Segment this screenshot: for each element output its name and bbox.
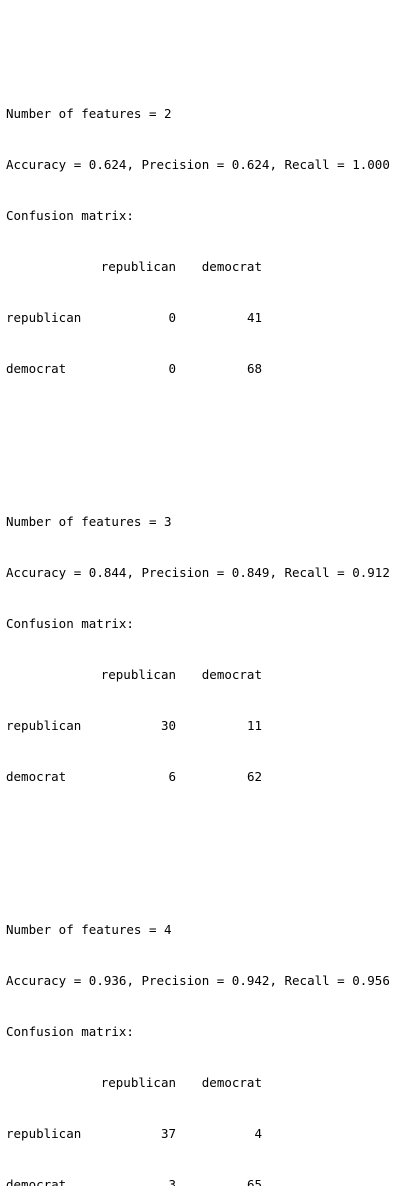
features-value: 3 — [164, 514, 172, 529]
metrics-line: Accuracy = 0.936, Precision = 0.942, Rec… — [6, 972, 390, 989]
confusion-title: Confusion matrix: — [6, 616, 134, 631]
row-label-democrat: democrat — [6, 1177, 67, 1186]
confusion-header-row: republican democrat — [6, 666, 390, 683]
accuracy-value: 0.844 — [88, 565, 127, 580]
recall-label: , Recall = — [269, 973, 353, 988]
row-label-republican: republican — [6, 1126, 82, 1141]
precision-label: , Precision = — [126, 157, 232, 172]
precision-label: , Precision = — [126, 565, 232, 580]
confusion-row-democrat: democrat 6 62 — [6, 768, 390, 785]
column-header-republican: republican — [100, 1075, 176, 1090]
features-line: Number of features = 2 — [6, 105, 390, 122]
row-label-democrat: democrat — [6, 769, 67, 784]
cell-rep-dem: 4 — [254, 1126, 262, 1141]
confusion-row-democrat: democrat 3 65 — [6, 1176, 390, 1186]
recall-label: , Recall = — [269, 157, 353, 172]
column-header-democrat: democrat — [201, 667, 262, 682]
features-label: Number of features = — [6, 514, 165, 529]
recall-value: 0.956 — [352, 973, 390, 988]
cell-dem-dem: 62 — [246, 769, 262, 784]
features-label: Number of features = — [6, 922, 165, 937]
confusion-header-row: republican democrat — [6, 1074, 390, 1091]
precision-label: , Precision = — [126, 973, 232, 988]
column-header-republican: republican — [100, 667, 176, 682]
confusion-header-row: republican democrat — [6, 258, 390, 275]
confusion-row-republican: republican 37 4 — [6, 1125, 390, 1142]
row-label-democrat: democrat — [6, 361, 67, 376]
precision-value: 0.624 — [231, 157, 270, 172]
column-header-democrat: democrat — [201, 1075, 262, 1090]
recall-label: , Recall = — [269, 565, 353, 580]
result-block: Number of features = 2 Accuracy = 0.624,… — [6, 71, 390, 411]
result-block: Number of features = 3 Accuracy = 0.844,… — [6, 479, 390, 819]
row-label-republican: republican — [6, 718, 82, 733]
precision-value: 0.942 — [231, 973, 270, 988]
confusion-title: Confusion matrix: — [6, 1024, 134, 1039]
confusion-row-democrat: democrat 0 68 — [6, 360, 390, 377]
metrics-line: Accuracy = 0.624, Precision = 0.624, Rec… — [6, 156, 390, 173]
column-header-democrat: democrat — [201, 259, 262, 274]
accuracy-label: Accuracy = — [6, 973, 89, 988]
cell-rep-dem: 41 — [246, 310, 262, 325]
features-label: Number of features = — [6, 106, 165, 121]
accuracy-value: 0.624 — [88, 157, 127, 172]
accuracy-label: Accuracy = — [6, 157, 89, 172]
cell-dem-rep: 6 — [168, 769, 176, 784]
cell-rep-rep: 30 — [160, 718, 176, 733]
cell-dem-dem: 65 — [246, 1177, 262, 1186]
recall-value: 0.912 — [352, 565, 390, 580]
features-line: Number of features = 4 — [6, 921, 390, 938]
confusion-row-republican: republican 0 41 — [6, 309, 390, 326]
recall-value: 1.000 — [352, 157, 390, 172]
row-label-republican: republican — [6, 310, 82, 325]
confusion-row-republican: republican 30 11 — [6, 717, 390, 734]
cell-rep-rep: 0 — [168, 310, 176, 325]
accuracy-label: Accuracy = — [6, 565, 89, 580]
cell-dem-rep: 3 — [168, 1177, 176, 1186]
result-block: Number of features = 4 Accuracy = 0.936,… — [6, 887, 390, 1186]
console-output: Number of features = 2 Accuracy = 0.624,… — [6, 3, 390, 1186]
features-value: 2 — [164, 106, 172, 121]
accuracy-value: 0.936 — [88, 973, 127, 988]
metrics-line: Accuracy = 0.844, Precision = 0.849, Rec… — [6, 564, 390, 581]
precision-value: 0.849 — [231, 565, 270, 580]
features-value: 4 — [164, 922, 172, 937]
confusion-title: Confusion matrix: — [6, 208, 134, 223]
features-line: Number of features = 3 — [6, 513, 390, 530]
column-header-republican: republican — [100, 259, 176, 274]
cell-rep-rep: 37 — [160, 1126, 176, 1141]
cell-dem-rep: 0 — [168, 361, 176, 376]
cell-rep-dem: 11 — [246, 718, 262, 733]
cell-dem-dem: 68 — [246, 361, 262, 376]
